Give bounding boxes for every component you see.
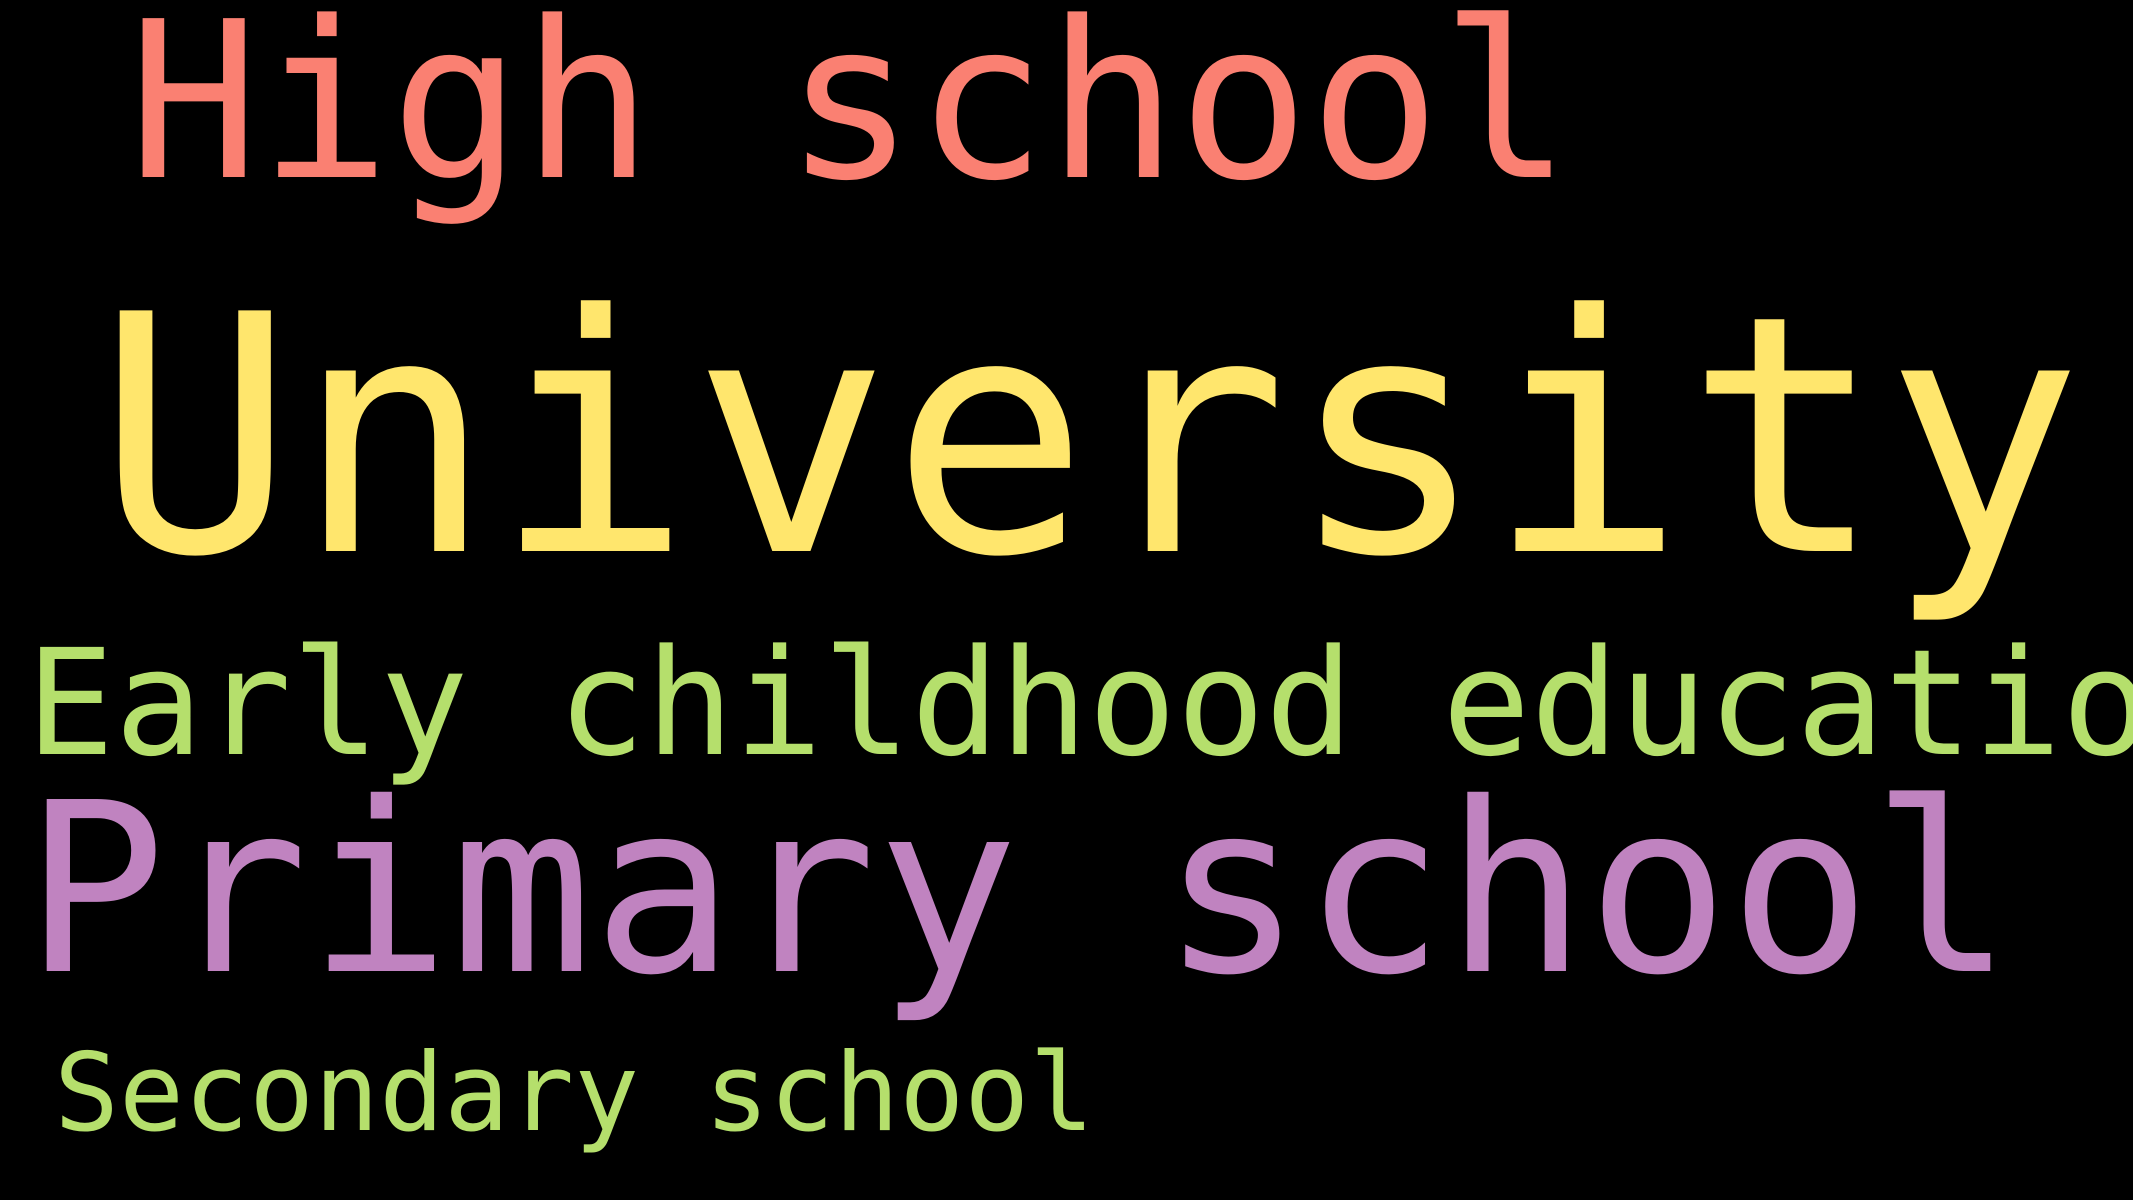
word-university: University [96, 245, 2083, 629]
word-primary-school: Primary school [24, 752, 2014, 1027]
word-secondary-school: Secondary school [54, 1031, 1095, 1156]
word-early-childhood-education: Early childhood education [26, 618, 2133, 789]
word-high-school: High school [128, 0, 1572, 229]
